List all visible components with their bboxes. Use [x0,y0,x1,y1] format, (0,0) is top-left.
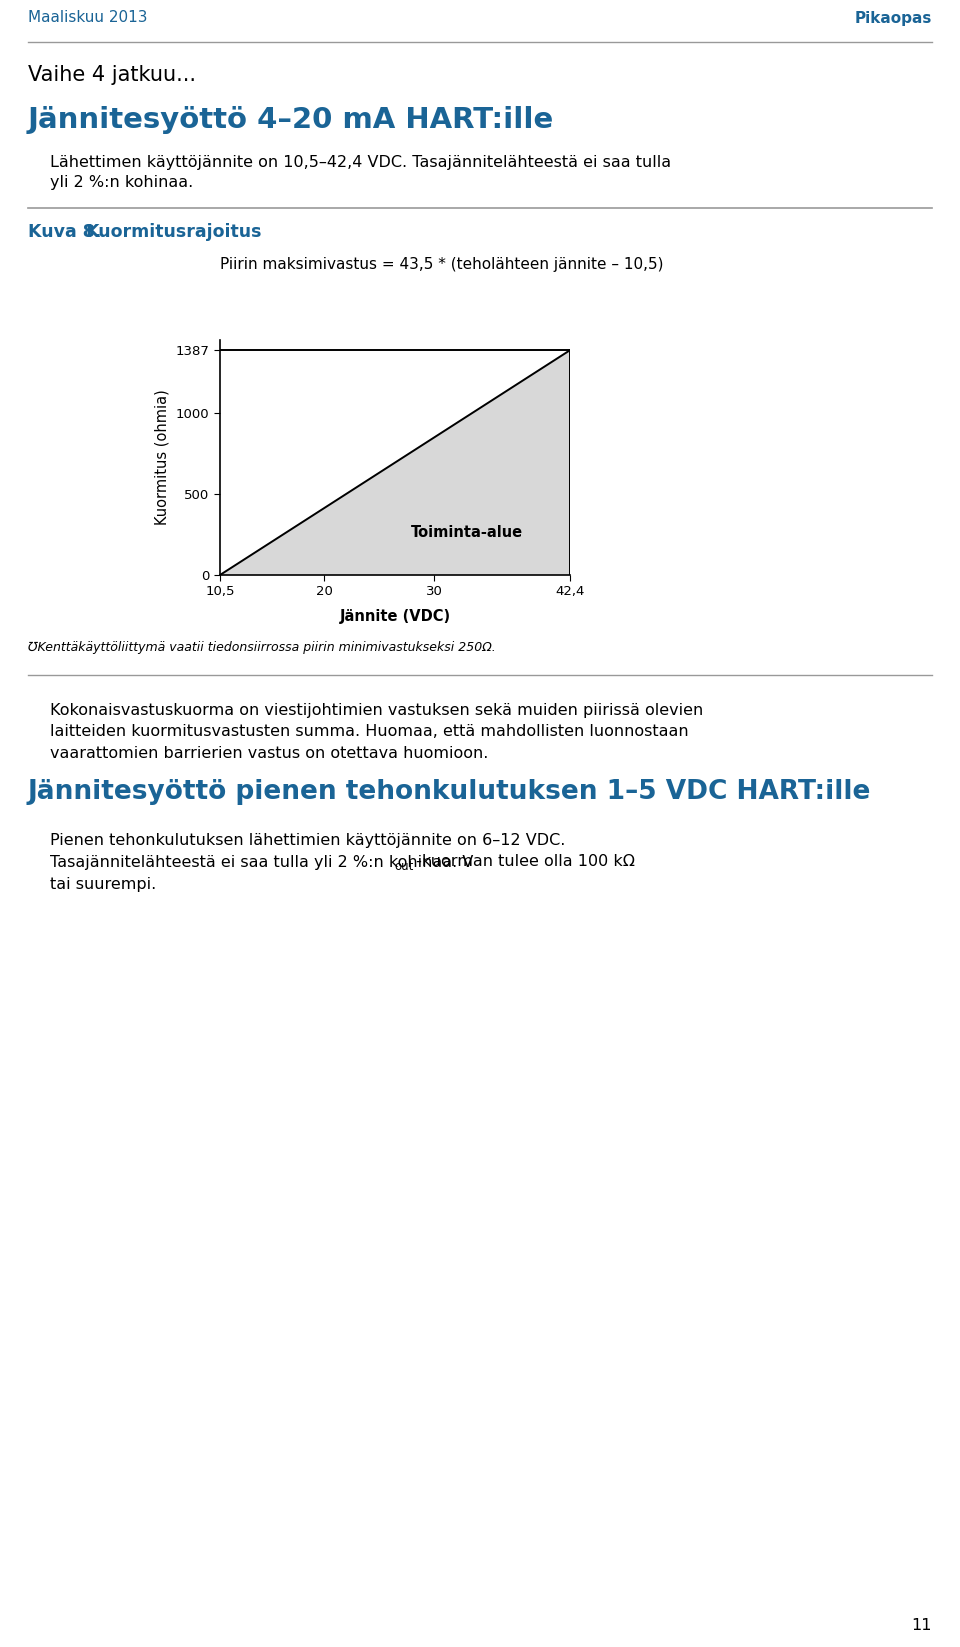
Text: Lähettimen käyttöjännite on 10,5–42,4 VDC. Tasajännitelähteestä ei saa tulla: Lähettimen käyttöjännite on 10,5–42,4 VD… [50,155,671,171]
Text: Pienen tehonkulutuksen lähettimien käyttöjännite on 6–12 VDC.: Pienen tehonkulutuksen lähettimien käytt… [50,832,565,848]
Text: Tasajännitelähteestä ei saa tulla yli 2 %:n kohinaa. V: Tasajännitelähteestä ei saa tulla yli 2 … [50,855,473,870]
Text: Kuormitusrajoitus: Kuormitusrajoitus [85,222,261,240]
Text: tai suurempi.: tai suurempi. [50,876,156,891]
Text: Jännitesyöttö pienen tehonkulutuksen 1–5 VDC HART:ille: Jännitesyöttö pienen tehonkulutuksen 1–5… [28,779,872,805]
Text: -kuorman tulee olla 100 kΩ: -kuorman tulee olla 100 kΩ [411,855,635,870]
Text: Maaliskuu 2013: Maaliskuu 2013 [28,10,148,25]
Text: Pikaopas: Pikaopas [854,10,932,25]
Text: Jännitesyöttö 4–20 mA HART:ille: Jännitesyöttö 4–20 mA HART:ille [28,105,554,133]
Text: Kuormitus (ohmia): Kuormitus (ohmia) [155,390,170,525]
Text: Kuva 8.: Kuva 8. [28,222,102,240]
Text: Piirin maksimivastus = 43,5 * (teholähteen jännite – 10,5): Piirin maksimivastus = 43,5 * (teholähte… [220,257,663,272]
Text: ℧Kenttäkäyttöliittymä vaatii tiedonsiirrossa piirin minimivastukseksi 250Ω.: ℧Kenttäkäyttöliittymä vaatii tiedonsiirr… [28,641,495,654]
Text: yli 2 %:n kohinaa.: yli 2 %:n kohinaa. [50,176,193,191]
Text: 11: 11 [911,1617,932,1632]
Text: laitteiden kuormitusvastusten summa. Huomaa, että mahdollisten luonnostaan: laitteiden kuormitusvastusten summa. Huo… [50,725,688,740]
Text: Vaihe 4 jatkuu...: Vaihe 4 jatkuu... [28,64,196,86]
Polygon shape [220,351,570,575]
Text: Kokonaisvastuskuorma on viestijohtimien vastuksen sekä muiden piirissä olevien: Kokonaisvastuskuorma on viestijohtimien … [50,703,704,718]
Text: Jännite (VDC): Jännite (VDC) [340,609,450,624]
Text: vaarattomien barrierien vastus on otettava huomioon.: vaarattomien barrierien vastus on otetta… [50,746,489,761]
Text: out: out [394,860,414,873]
Text: Toiminta-alue: Toiminta-alue [411,525,523,540]
